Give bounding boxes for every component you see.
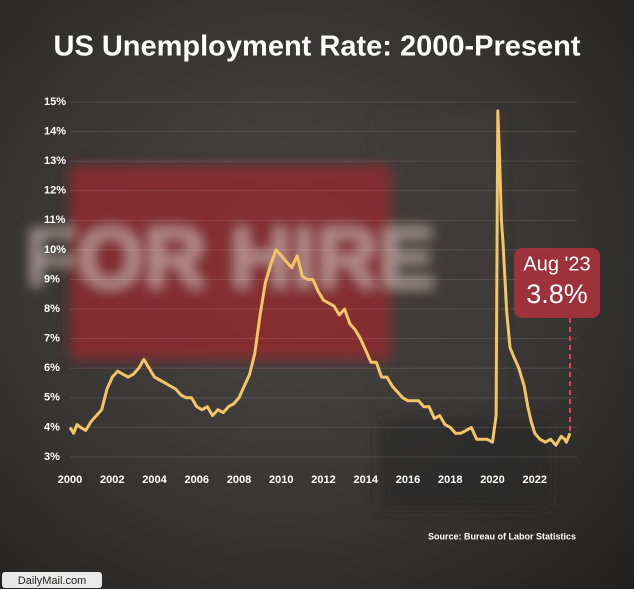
background-sign: FOR HIRE [25, 211, 436, 307]
y-tick-label: 15% [44, 96, 66, 108]
credit: DailyMail.com [18, 575, 86, 587]
y-tick-label: 13% [44, 155, 66, 167]
x-tick-label: 2022 [523, 474, 547, 486]
y-tick-label: 9% [44, 273, 60, 285]
y-tick-label: 7% [44, 333, 60, 345]
y-tick-label: 4% [44, 421, 60, 433]
y-tick-label: 3% [44, 451, 60, 463]
x-tick-label: 2010 [269, 474, 293, 486]
y-tick-label: 12% [44, 185, 66, 197]
x-tick-label: 2020 [480, 474, 504, 486]
y-tick-label: 8% [44, 303, 60, 315]
annotation-date: Aug '23 [523, 253, 590, 275]
line [68, 109, 572, 447]
y-tick-label: 11% [44, 214, 66, 226]
annotation-value: 3.8% [526, 279, 588, 309]
y-tick-label: 6% [44, 362, 60, 374]
y-tick-label: 14% [44, 125, 66, 137]
x-tick-label: 2004 [142, 474, 167, 486]
source: Source: Bureau of Labor Statistics [428, 531, 576, 541]
x-tick-label: 2018 [438, 474, 462, 486]
x-tick-label: 2008 [227, 474, 251, 486]
chart-title: US Unemployment Rate: 2000-Present [54, 31, 581, 63]
credit-box [2, 572, 102, 588]
x-tick-label: 2006 [185, 474, 209, 486]
x-tick-label: 2014 [354, 474, 379, 486]
y-tick-label: 10% [44, 244, 66, 256]
annotation-box [514, 248, 600, 318]
background-photo: FOR HIRE [25, 110, 550, 510]
x-tick-label: 2016 [396, 474, 420, 486]
x-tick-label: 2000 [58, 474, 82, 486]
x-tick-label: 2002 [100, 474, 124, 486]
x-tick-label: 2012 [311, 474, 335, 486]
y-tick-label: 5% [44, 392, 60, 404]
